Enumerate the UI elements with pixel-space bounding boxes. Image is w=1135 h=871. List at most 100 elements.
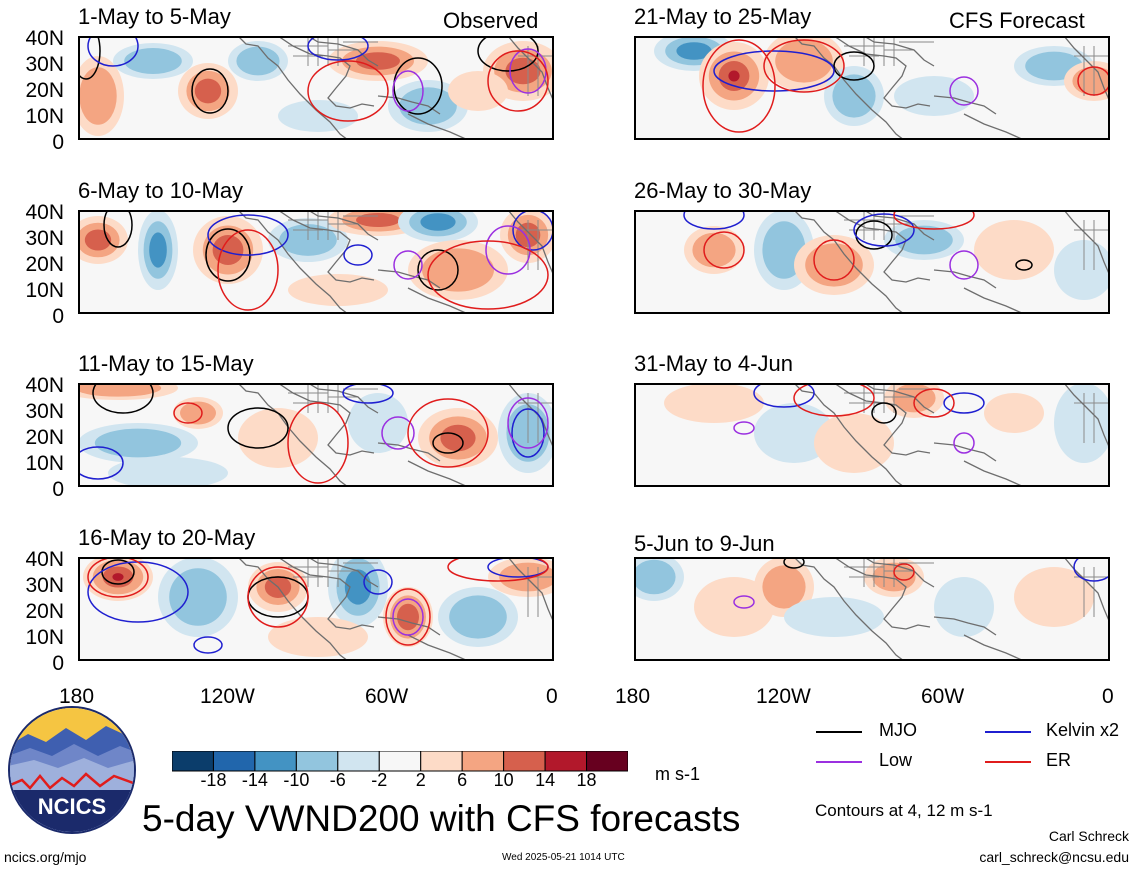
wave-contour xyxy=(363,569,393,595)
negative-anomaly-shading xyxy=(169,568,227,626)
legend-line-low xyxy=(816,761,862,763)
positive-anomaly-shading xyxy=(664,383,764,423)
panel-tag-forecast: CFS Forecast xyxy=(949,8,1085,33)
lat-tick: 0 xyxy=(52,478,64,501)
negative-anomaly-shading xyxy=(108,457,228,487)
lat-tick: 40N xyxy=(25,27,64,50)
wave-contour xyxy=(1015,259,1033,271)
positive-anomaly-shading xyxy=(775,39,833,83)
lon-tick: 0 xyxy=(1102,685,1114,708)
wave-contour xyxy=(92,383,154,414)
map-frame xyxy=(634,36,1110,140)
positive-anomaly-shading xyxy=(440,424,476,452)
wave-contour xyxy=(833,51,875,81)
wave-contour xyxy=(407,398,489,468)
negative-anomaly-shading xyxy=(934,577,994,637)
coastline xyxy=(793,210,1110,314)
political-borders xyxy=(844,557,1110,617)
map-graphic xyxy=(78,36,554,140)
colorbar-tick: -2 xyxy=(371,770,388,790)
wave-contour xyxy=(191,68,229,114)
wave-contour xyxy=(343,244,373,266)
political-borders xyxy=(288,210,554,270)
wave-contour xyxy=(87,36,139,67)
colorbar-swatch xyxy=(544,751,588,772)
wave-contour xyxy=(381,416,415,450)
panel-title: 5-Jun to 9-Jun xyxy=(634,531,775,556)
colorbar-tick: -14 xyxy=(241,770,268,790)
panel-title: 11-May to 15-May xyxy=(78,351,254,376)
lat-tick: 0 xyxy=(52,131,64,154)
wave-contour xyxy=(913,388,955,418)
wave-contour xyxy=(763,39,845,93)
wave-contour xyxy=(307,36,369,61)
wave-contour xyxy=(78,446,124,480)
negative-anomaly-shading xyxy=(754,403,834,463)
lat-tick: 10N xyxy=(25,452,64,475)
colorbar-swatch xyxy=(337,751,380,772)
positive-anomaly-shading xyxy=(112,573,124,581)
positive-anomaly-shading xyxy=(288,274,388,306)
colorbar-tick: -6 xyxy=(329,770,346,790)
positive-anomaly-shading xyxy=(974,220,1054,280)
legend-label-kelvin: Kelvin x2 xyxy=(1046,720,1120,740)
positive-anomaly-shading xyxy=(397,603,419,631)
positive-anomaly-shading xyxy=(180,401,216,425)
lon-tick: 120W xyxy=(756,685,811,708)
positive-anomaly-shading xyxy=(448,71,508,111)
footer-timestamp: Wed 2025-05-21 1014 UTC xyxy=(502,852,625,863)
lat-tick: 30N xyxy=(25,53,64,76)
map-graphic xyxy=(634,557,1110,661)
wave-contour xyxy=(813,239,855,281)
negative-anomaly-shading xyxy=(895,225,953,255)
colorbar-tick: -18 xyxy=(200,770,227,790)
wave-contour xyxy=(507,397,549,449)
positive-anomaly-shading xyxy=(78,383,162,397)
positive-anomaly-shading xyxy=(1014,567,1094,627)
colorbar-swatch xyxy=(212,751,256,772)
colorbar-tick: 18 xyxy=(576,770,597,790)
panel-title: 26-May to 30-May xyxy=(634,178,812,203)
map-graphic xyxy=(634,210,1110,314)
wave-contour xyxy=(753,383,815,408)
colorbar-swatch xyxy=(461,751,505,772)
lat-tick: 30N xyxy=(25,574,64,597)
colorbar-swatch xyxy=(295,751,339,772)
wave-contour xyxy=(307,60,389,122)
wave-contour xyxy=(949,250,979,280)
lat-tick: 10N xyxy=(25,105,64,128)
wave-contour xyxy=(432,432,464,454)
map-frame xyxy=(78,557,554,661)
wave-contour xyxy=(871,402,897,424)
negative-anomaly-shading xyxy=(784,597,884,637)
colorbar-units: m s-1 xyxy=(655,764,700,784)
legend-line-mjo xyxy=(816,731,862,733)
lat-tick: 20N xyxy=(25,426,64,449)
positive-anomaly-shading xyxy=(805,243,863,287)
wave-contour xyxy=(853,213,915,247)
lat-tick: 20N xyxy=(25,253,64,276)
wave-contour xyxy=(793,383,875,417)
colorbar-tick: 6 xyxy=(457,770,468,790)
wave-contour xyxy=(207,214,289,256)
legend-label-low: Low xyxy=(879,750,913,770)
footer-url: ncics.org/mjo xyxy=(4,849,87,865)
map-frame xyxy=(634,210,1110,314)
negative-anomaly-shading xyxy=(348,393,408,453)
wave-contour xyxy=(427,240,549,310)
map-graphic xyxy=(634,36,1110,140)
political-borders xyxy=(288,383,554,443)
positive-anomaly-shading xyxy=(238,408,318,468)
positive-anomaly-shading xyxy=(1072,66,1110,96)
wave-contour xyxy=(953,432,975,454)
colorbar-tick: 10 xyxy=(493,770,514,790)
positive-anomaly-shading xyxy=(692,232,736,268)
footer-email: carl_schreck@ncsu.edu xyxy=(979,849,1129,865)
coastline xyxy=(793,36,1110,140)
colorbar-swatch xyxy=(172,751,214,772)
wave-contour xyxy=(392,598,424,636)
wave-contour xyxy=(447,557,549,582)
colorbar-tick: 14 xyxy=(535,770,556,790)
positive-anomaly-shading xyxy=(814,413,894,473)
main-title: 5-day VWND200 with CFS forecasts xyxy=(142,798,741,839)
